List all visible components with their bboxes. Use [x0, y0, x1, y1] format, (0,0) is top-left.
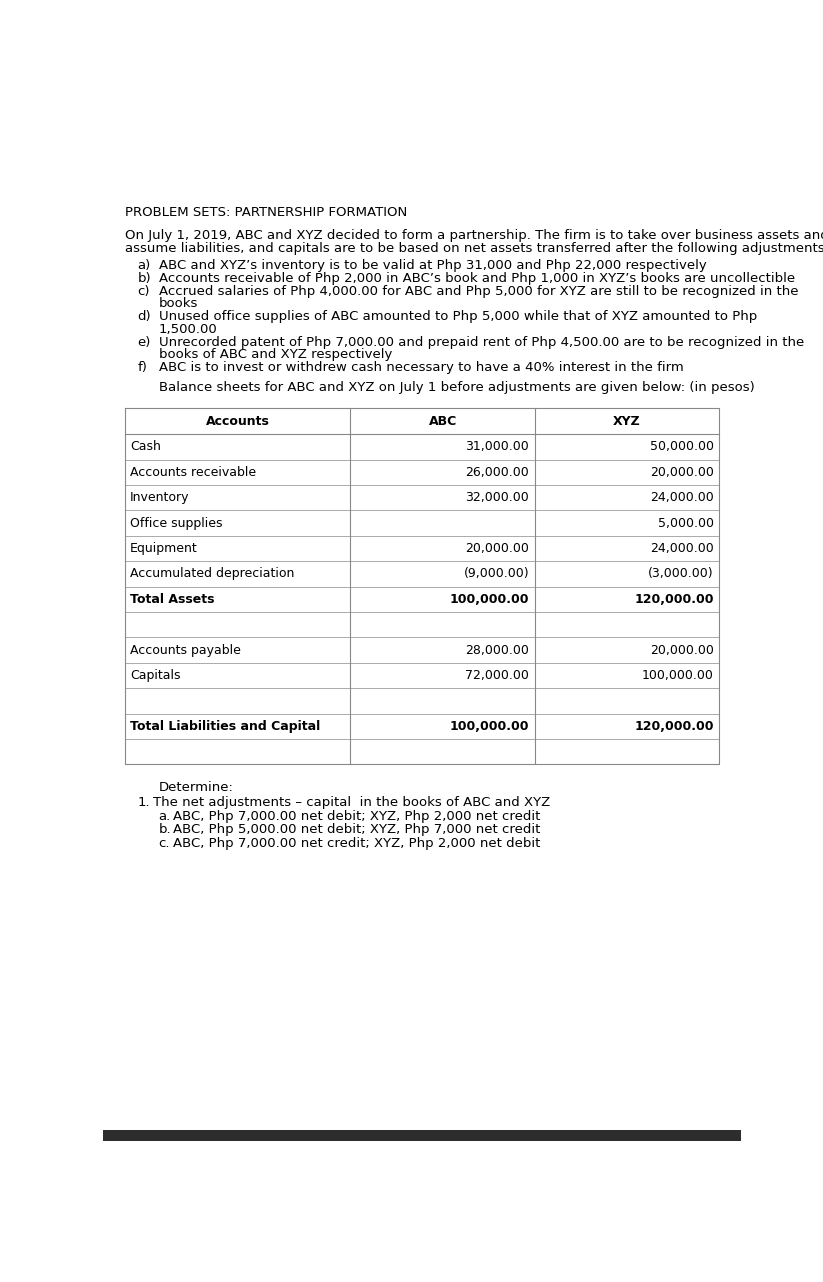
Text: ABC and XYZ’s inventory is to be valid at Php 31,000 and Php 22,000 respectively: ABC and XYZ’s inventory is to be valid a… [159, 259, 706, 272]
Text: books: books [159, 297, 198, 310]
Text: (3,000.00): (3,000.00) [648, 568, 714, 581]
Text: Balance sheets for ABC and XYZ on July 1 before adjustments are given below: (in: Balance sheets for ABC and XYZ on July 1… [159, 381, 755, 395]
Text: (9,000.00): (9,000.00) [463, 568, 529, 581]
Text: Unused office supplies of ABC amounted to Php 5,000 while that of XYZ amounted t: Unused office supplies of ABC amounted t… [159, 310, 757, 323]
Text: 5,000.00: 5,000.00 [658, 517, 714, 529]
Text: 100,000.00: 100,000.00 [450, 719, 529, 733]
Text: Determine:: Determine: [159, 782, 234, 795]
Text: 20,000.00: 20,000.00 [649, 465, 714, 478]
Text: a): a) [137, 259, 151, 272]
Text: 1,500.00: 1,500.00 [159, 323, 217, 336]
Text: 120,000.00: 120,000.00 [634, 592, 714, 606]
Text: 24,000.00: 24,000.00 [650, 491, 714, 504]
Text: 50,000.00: 50,000.00 [649, 440, 714, 454]
Text: d): d) [137, 310, 151, 323]
Text: 31,000.00: 31,000.00 [466, 440, 529, 454]
Text: Total Assets: Total Assets [130, 592, 215, 606]
Text: 1.: 1. [137, 796, 151, 809]
Text: Accounts receivable: Accounts receivable [130, 465, 256, 478]
Text: Unrecorded patent of Php 7,000.00 and prepaid rent of Php 4,500.00 are to be rec: Unrecorded patent of Php 7,000.00 and pr… [159, 336, 804, 349]
Text: 120,000.00: 120,000.00 [634, 719, 714, 733]
Text: assume liabilities, and capitals are to be based on net assets transferred after: assume liabilities, and capitals are to … [124, 242, 823, 255]
Text: 72,000.00: 72,000.00 [466, 669, 529, 682]
Text: Accounts receivable of Php 2,000 in ABC’s book and Php 1,000 in XYZ’s books are : Accounts receivable of Php 2,000 in ABC’… [159, 272, 795, 285]
Text: f): f) [137, 362, 147, 374]
Text: ABC, Php 5,000.00 net debit; XYZ, Php 7,000 net credit: ABC, Php 5,000.00 net debit; XYZ, Php 7,… [173, 823, 540, 836]
Text: books of ABC and XYZ respectively: books of ABC and XYZ respectively [159, 349, 392, 362]
Text: Total Liabilities and Capital: Total Liabilities and Capital [130, 719, 320, 733]
Text: Cash: Cash [130, 440, 160, 454]
Text: ABC: ABC [429, 414, 457, 427]
Text: The net adjustments – capital  in the books of ABC and XYZ: The net adjustments – capital in the boo… [153, 796, 551, 809]
Text: 100,000.00: 100,000.00 [642, 669, 714, 682]
Text: ABC, Php 7,000.00 net debit; XYZ, Php 2,000 net credit: ABC, Php 7,000.00 net debit; XYZ, Php 2,… [173, 810, 540, 823]
Text: Accounts payable: Accounts payable [130, 644, 241, 656]
Text: b): b) [137, 272, 151, 285]
Text: Capitals: Capitals [130, 669, 180, 682]
Text: 20,000.00: 20,000.00 [466, 542, 529, 555]
Text: Equipment: Equipment [130, 542, 198, 555]
Text: 28,000.00: 28,000.00 [466, 644, 529, 656]
Text: PROBLEM SETS: PARTNERSHIP FORMATION: PROBLEM SETS: PARTNERSHIP FORMATION [124, 206, 407, 219]
Text: c): c) [137, 285, 151, 297]
Text: 26,000.00: 26,000.00 [466, 465, 529, 478]
Text: On July 1, 2019, ABC and XYZ decided to form a partnership. The firm is to take : On July 1, 2019, ABC and XYZ decided to … [124, 229, 823, 242]
Text: ABC, Php 7,000.00 net credit; XYZ, Php 2,000 net debit: ABC, Php 7,000.00 net credit; XYZ, Php 2… [173, 837, 540, 850]
Text: c.: c. [159, 837, 170, 850]
Text: Inventory: Inventory [130, 491, 189, 504]
Text: 20,000.00: 20,000.00 [649, 644, 714, 656]
Text: XYZ: XYZ [613, 414, 641, 427]
Text: Accumulated depreciation: Accumulated depreciation [130, 568, 295, 581]
Text: Accounts: Accounts [206, 414, 269, 427]
Text: 24,000.00: 24,000.00 [650, 542, 714, 555]
Text: a.: a. [159, 810, 171, 823]
Text: b.: b. [159, 823, 171, 836]
Text: 32,000.00: 32,000.00 [466, 491, 529, 504]
Text: Office supplies: Office supplies [130, 517, 222, 529]
FancyBboxPatch shape [103, 1131, 741, 1141]
Text: Accrued salaries of Php 4,000.00 for ABC and Php 5,000 for XYZ are still to be r: Accrued salaries of Php 4,000.00 for ABC… [159, 285, 798, 297]
Text: e): e) [137, 336, 151, 349]
Text: 100,000.00: 100,000.00 [450, 592, 529, 606]
Text: ABC is to invest or withdrew cash necessary to have a 40% interest in the firm: ABC is to invest or withdrew cash necess… [159, 362, 683, 374]
